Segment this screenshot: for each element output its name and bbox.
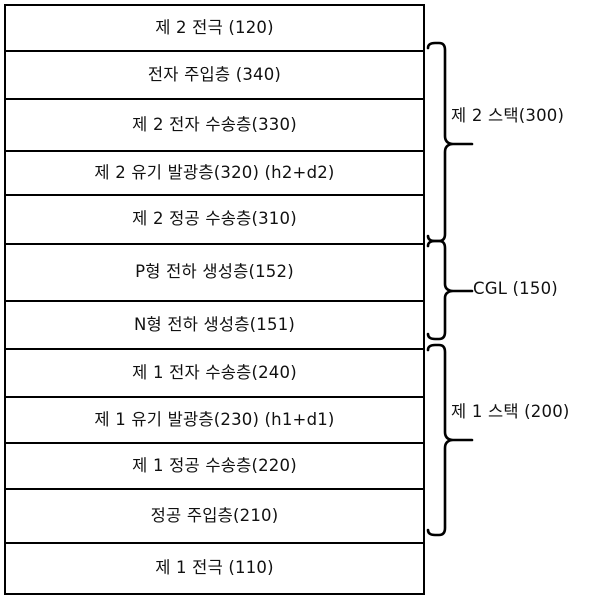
layer-label: 제 1 유기 발광층(230) (h1+d1) <box>94 411 334 429</box>
oled-cross-section-figure: 제 2 전극 (120) 전자 주입층 (340) 제 2 전자 수송층(330… <box>0 0 601 601</box>
annotation-first-stack: 제 1 스택 (200) <box>425 342 601 540</box>
layer-label: 제 1 전극 (110) <box>155 559 274 577</box>
layer-hole-injection-layer: 정공 주입층(210) <box>6 488 423 542</box>
layer-label: 정공 주입층(210) <box>151 507 279 525</box>
layer-label: 제 1 전자 수송층(240) <box>132 364 297 382</box>
annotation-label-cgl: CGL (150) <box>473 279 558 298</box>
layer-label: 제 2 전극 (120) <box>155 19 274 37</box>
layer-second-electron-transport: 제 2 전자 수송층(330) <box>6 98 423 150</box>
layer-label: 제 1 정공 수송층(220) <box>132 457 297 475</box>
layer-second-hole-transport: 제 2 정공 수송층(310) <box>6 194 423 243</box>
layer-electron-injection-layer: 전자 주입층 (340) <box>6 50 423 98</box>
annotation-charge-generation-layer: CGL (150) <box>425 238 601 346</box>
layer-label: 전자 주입층 (340) <box>148 66 281 84</box>
brace-second-stack-icon <box>425 40 485 250</box>
annotation-second-stack: 제 2 스택(300) <box>425 40 601 250</box>
annotation-label-second-stack: 제 2 스택(300) <box>451 102 564 126</box>
layer-label: P형 전하 생성층(152) <box>135 263 294 281</box>
annotation-label-first-stack: 제 1 스택 (200) <box>451 398 570 422</box>
layer-second-organic-emitting: 제 2 유기 발광층(320) (h2+d2) <box>6 150 423 194</box>
layer-first-electron-transport: 제 1 전자 수송층(240) <box>6 348 423 396</box>
layer-first-electrode: 제 1 전극 (110) <box>6 542 423 593</box>
layer-label: 제 2 정공 수송층(310) <box>132 210 297 228</box>
layer-first-organic-emitting: 제 1 유기 발광층(230) (h1+d1) <box>6 396 423 442</box>
brace-first-stack-icon <box>425 342 485 540</box>
layer-n-type-charge-generation: N형 전하 생성층(151) <box>6 300 423 348</box>
layer-p-type-charge-generation: P형 전하 생성층(152) <box>6 243 423 300</box>
layer-label: 제 2 전자 수송층(330) <box>132 116 297 134</box>
layer-stack: 제 2 전극 (120) 전자 주입층 (340) 제 2 전자 수송층(330… <box>4 4 425 595</box>
layer-first-hole-transport: 제 1 정공 수송층(220) <box>6 442 423 488</box>
layer-label: 제 2 유기 발광층(320) (h2+d2) <box>94 164 334 182</box>
layer-second-electrode: 제 2 전극 (120) <box>6 6 423 50</box>
layer-label: N형 전하 생성층(151) <box>134 316 295 334</box>
